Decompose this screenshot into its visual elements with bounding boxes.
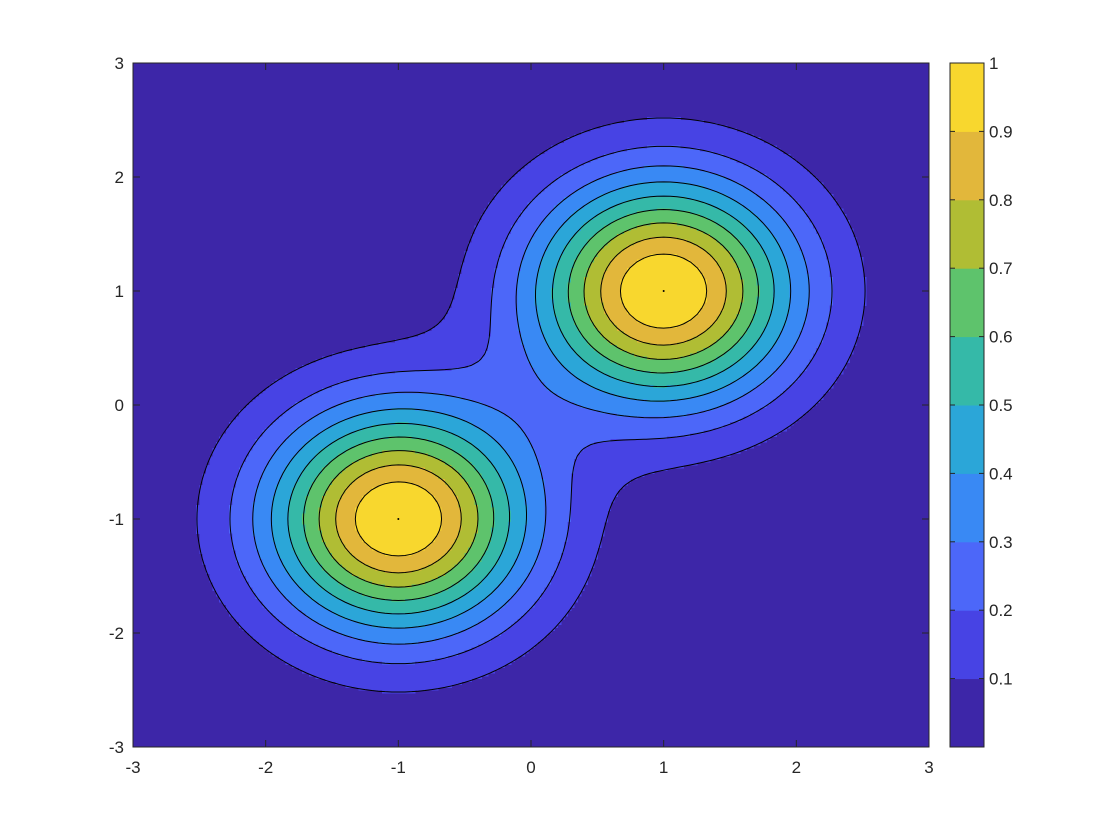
colorbar-band [950,473,984,543]
x-tick-label: 3 [924,758,933,777]
colorbar-tick-label: 1 [989,54,998,73]
contour-line-0.6 [303,436,495,601]
colorbar-band [950,268,984,338]
peak-marker [662,290,665,292]
colorbar-tick-label: 0.5 [989,396,1013,415]
y-tick-label: -2 [109,624,124,643]
contour-line-0.9 [354,481,443,557]
contour-band-cells [196,117,867,694]
peak-marker [397,518,400,520]
contour-line-0.1 [196,117,866,693]
contour-line-0.6 [567,209,759,374]
colorbar-band [950,678,984,748]
colorbar-band [950,336,984,406]
colorbar-band [950,541,984,611]
colorbar: 0.1 0.2 0.3 0.4 0.5 0.6 0.7 0.8 0.9 1 [949,54,1013,748]
y-tick-label: -1 [109,510,124,529]
colorbar-tick-label: 0.1 [989,670,1013,689]
colorbar-band [950,63,984,132]
x-tick-label: -1 [391,758,406,777]
contour-line-0.5 [287,422,511,615]
colorbar-tick-label: 0.4 [989,464,1013,483]
contour-line-0.7 [318,450,479,588]
contour-lines [196,117,866,693]
contour-line-0.5 [551,195,775,388]
colorbar-tick-label: 0.3 [989,533,1013,552]
x-tick-label: 1 [659,758,668,777]
x-tick-label: -3 [125,758,140,777]
x-tick-label: 0 [526,758,535,777]
contour-plot-area [133,63,929,747]
contour-fills [133,63,929,747]
colorbar-tick-label: 0.2 [989,601,1013,620]
colorbar-band [950,199,984,269]
colorbar-tick-label: 0.9 [989,122,1013,141]
colorbar-band [950,405,984,474]
colorbar-band [950,131,984,201]
y-axis: -3 -2 -1 0 1 2 3 [109,54,929,757]
contour-line-0.8 [335,464,462,574]
y-tick-label: 2 [115,168,124,187]
contour-line-0.7 [583,222,744,360]
peak-markers [397,290,665,520]
contour-line-0.2 [229,145,833,665]
contour-line-0.4 [270,408,528,629]
y-tick-label: 1 [115,282,124,301]
x-axis: -3 -2 -1 0 1 2 3 [125,63,934,777]
colorbar-tick-label: 0.7 [989,259,1013,278]
contour-line-0.8 [600,236,727,346]
contour-line-0.3 [515,165,810,419]
y-tick-label: -3 [109,738,124,757]
contour-line-0.9 [619,253,708,329]
colorbar-band [950,610,984,680]
y-tick-label: 3 [115,54,124,73]
contour-line-0.4 [534,181,792,402]
x-tick-label: 2 [792,758,801,777]
colorbar-tick-label: 0.6 [989,328,1013,347]
x-tick-label: -2 [258,758,273,777]
contour-line-0.3 [252,391,547,645]
y-tick-label: 0 [115,396,124,415]
colorbar-tick-label: 0.8 [989,191,1013,210]
